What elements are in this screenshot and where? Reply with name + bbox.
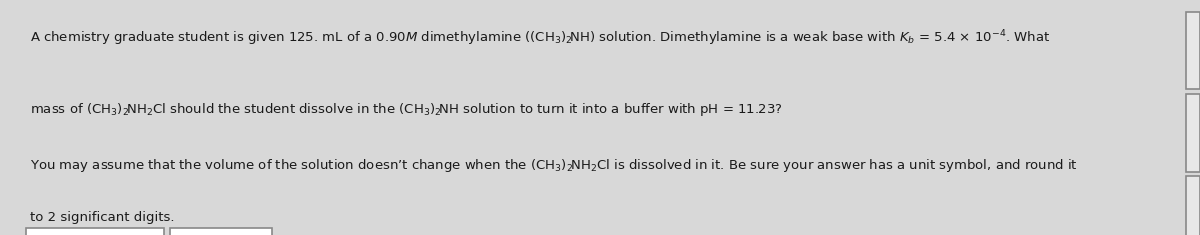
Text: You may assume that the volume of the solution doesn’t change when the $\left(\m: You may assume that the volume of the so… — [30, 157, 1078, 174]
Text: to 2 significant digits.: to 2 significant digits. — [30, 212, 174, 224]
FancyBboxPatch shape — [1186, 94, 1200, 172]
FancyBboxPatch shape — [1186, 176, 1200, 235]
Text: A chemistry graduate student is given 125. mL of a 0.90$\mathit{M}$ dimethylamin: A chemistry graduate student is given 12… — [30, 28, 1050, 48]
FancyBboxPatch shape — [170, 228, 272, 235]
FancyBboxPatch shape — [26, 228, 164, 235]
Text: mass of $\left(\mathrm{CH_3}\right)_2\!\mathrm{NH_2Cl}$ should the student disso: mass of $\left(\mathrm{CH_3}\right)_2\!\… — [30, 101, 782, 118]
FancyBboxPatch shape — [1186, 12, 1200, 89]
